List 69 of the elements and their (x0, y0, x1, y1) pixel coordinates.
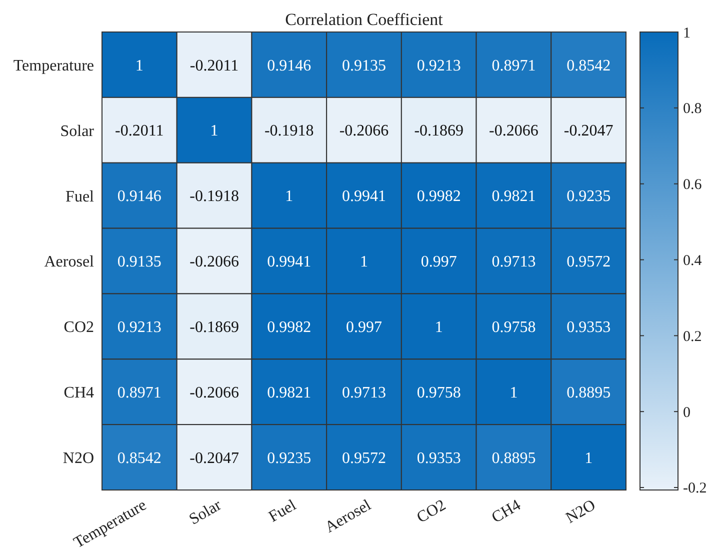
data-label: 0.9941 (342, 188, 386, 206)
data-label: -0.2066 (190, 254, 239, 271)
data-label: 0.9146 (117, 188, 162, 206)
data-label: 0.9821 (492, 188, 536, 206)
color-bar-label: 0.2 (683, 328, 702, 345)
data-label: -0.2066 (190, 384, 239, 402)
data-label: 0.8971 (117, 384, 162, 402)
data-label: 1 (584, 450, 593, 467)
data-label: 0.9982 (416, 188, 461, 206)
color-bar-label: -0.2 (683, 480, 707, 497)
data-label: 0.997 (346, 319, 382, 336)
data-label: 0.9235 (566, 188, 611, 206)
data-label: 1 (135, 57, 144, 74)
data-label: -0.1918 (264, 122, 314, 140)
data-label: 0.9353 (416, 450, 461, 467)
data-label: 0.9213 (416, 57, 461, 74)
data-label: 0.9353 (566, 319, 611, 336)
data-label: 0.9821 (267, 384, 312, 402)
y-tick-label: N2O (62, 450, 94, 467)
color-bar-label: 0.4 (683, 252, 702, 269)
data-label: 0.9135 (342, 57, 386, 74)
data-label: 0.8542 (117, 450, 162, 467)
y-tick-label: CO2 (64, 319, 94, 336)
data-label: -0.2011 (190, 57, 239, 74)
data-label: 0.9235 (267, 450, 312, 467)
x-tick-label: N2O (563, 496, 599, 528)
data-label: 0.997 (420, 254, 457, 271)
data-label: -0.1869 (190, 319, 239, 336)
data-label: 0.8895 (492, 450, 536, 467)
data-label: -0.2047 (190, 450, 239, 467)
data-label: 0.9146 (267, 57, 312, 74)
data-label: -0.1918 (190, 188, 239, 206)
data-label: -0.2066 (339, 122, 389, 140)
data-label: -0.2047 (564, 122, 614, 140)
color-bar-label: 0.6 (683, 177, 702, 194)
y-tick-label: CH4 (64, 384, 94, 402)
color-bar-label: 0.8 (683, 101, 702, 118)
data-label: 1 (285, 188, 294, 206)
x-tick-label: CH4 (489, 496, 524, 527)
y-tick-label: Solar (60, 122, 95, 140)
y-tick-label: Fuel (66, 188, 95, 206)
data-label: 0.8971 (492, 57, 536, 74)
data-label: 1 (210, 122, 218, 140)
data-label: 0.8895 (566, 384, 611, 402)
data-label: 0.9982 (267, 319, 312, 336)
data-label: 1 (360, 254, 368, 271)
data-label: 0.9713 (342, 384, 386, 402)
data-label: -0.1869 (414, 122, 464, 140)
data-label: 0.9713 (492, 254, 536, 271)
data-label: 0.9135 (117, 254, 162, 271)
x-tick-label: CO2 (414, 496, 449, 527)
data-label: 1 (510, 384, 518, 402)
y-tick-label: Aerosel (44, 254, 95, 271)
y-tick-label: Temperature (13, 57, 94, 74)
data-label: 0.9572 (342, 450, 386, 467)
chart-title: Correlation Coefficient (284, 10, 444, 30)
data-label: -0.2066 (489, 122, 538, 140)
data-label: 0.9758 (416, 384, 461, 402)
x-tick-label: Fuel (266, 496, 300, 526)
color-bar-label: 0 (683, 404, 690, 421)
data-label: 1 (434, 319, 443, 336)
x-tick-label: Solar (186, 496, 225, 528)
data-label: 0.9941 (267, 254, 312, 271)
data-label: 0.9213 (117, 319, 162, 336)
data-label: -0.2011 (115, 122, 164, 140)
color-bar-label: 1 (683, 25, 690, 42)
data-label: 0.9758 (492, 319, 536, 336)
data-label: 0.9572 (566, 254, 611, 271)
data-label: 0.8542 (566, 57, 611, 74)
